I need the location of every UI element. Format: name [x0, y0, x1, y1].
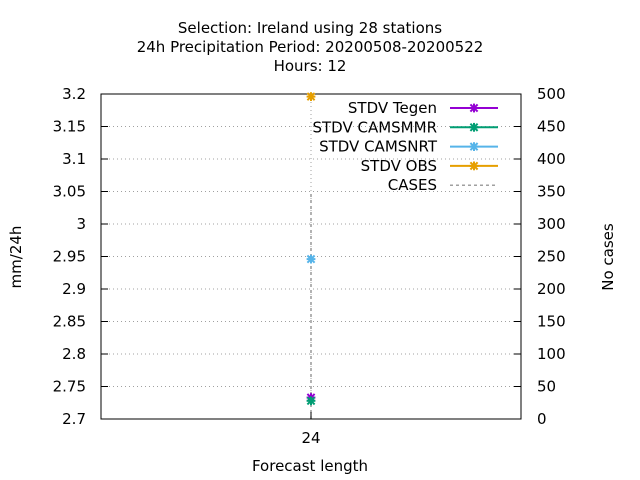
y2-tick-label: 300 [537, 215, 566, 233]
y-tick-label: 2.85 [53, 313, 86, 331]
legend-marker [469, 122, 479, 132]
legend-label: STDV CAMSMMR [312, 118, 437, 136]
y-axis-left: 2.7 2.75 2.8 2.85 2.9 2.95 3 3.05 3.1 3.15 3.2 [53, 85, 108, 428]
legend-marker [469, 161, 479, 171]
y-tick-label: 2.95 [53, 248, 86, 266]
y-axis-right: 0 50 100 150 200 250 300 350 400 450 500 [514, 85, 566, 428]
chart-title: Selection: Ireland using 28 stations 24h… [137, 19, 484, 75]
legend-label: CASES [388, 176, 437, 194]
y-tick-label: 2.75 [53, 378, 86, 396]
y-tick-label: 2.9 [62, 280, 86, 298]
y2-axis-label: No cases [599, 223, 617, 291]
y-axis-label: mm/24h [7, 226, 25, 289]
title-line-1: Selection: Ireland using 28 stations [178, 19, 442, 37]
y-tick-label: 3.05 [53, 183, 86, 201]
y2-tick-label: 400 [537, 150, 566, 168]
legend-marker [469, 103, 479, 113]
y2-tick-label: 100 [537, 345, 566, 363]
y2-tick-label: 500 [537, 85, 566, 103]
y2-tick-label: 200 [537, 280, 566, 298]
y2-tick-label: 350 [537, 183, 566, 201]
title-line-2: 24h Precipitation Period: 20200508-20200… [137, 38, 484, 56]
legend-label: STDV OBS [361, 157, 437, 175]
legend-marker [469, 142, 479, 151]
x-axis-label: Forecast length [252, 457, 368, 475]
y2-tick-label: 50 [537, 378, 556, 396]
y-tick-label: 3.1 [62, 150, 86, 168]
y-tick-label: 3 [76, 215, 86, 233]
y-tick-label: 2.8 [62, 345, 86, 363]
y2-tick-label: 150 [537, 313, 566, 331]
legend-label: STDV CAMSNRT [319, 138, 438, 156]
y-tick-label: 3.2 [62, 85, 86, 103]
point-stdv-camsnrt [306, 254, 316, 264]
y-tick-label: 3.15 [53, 118, 86, 136]
title-line-3: Hours: 12 [274, 57, 347, 75]
y-tick-label: 2.7 [62, 410, 86, 428]
x-tick-label: 24 [301, 429, 320, 447]
y2-tick-label: 250 [537, 248, 566, 266]
y2-tick-label: 0 [537, 410, 547, 428]
legend-label: STDV Tegen [348, 99, 437, 117]
point-stdv-obs [306, 92, 316, 101]
data-points [306, 92, 316, 406]
y2-tick-label: 450 [537, 118, 566, 136]
point-stdv-camsmmr [306, 396, 316, 406]
